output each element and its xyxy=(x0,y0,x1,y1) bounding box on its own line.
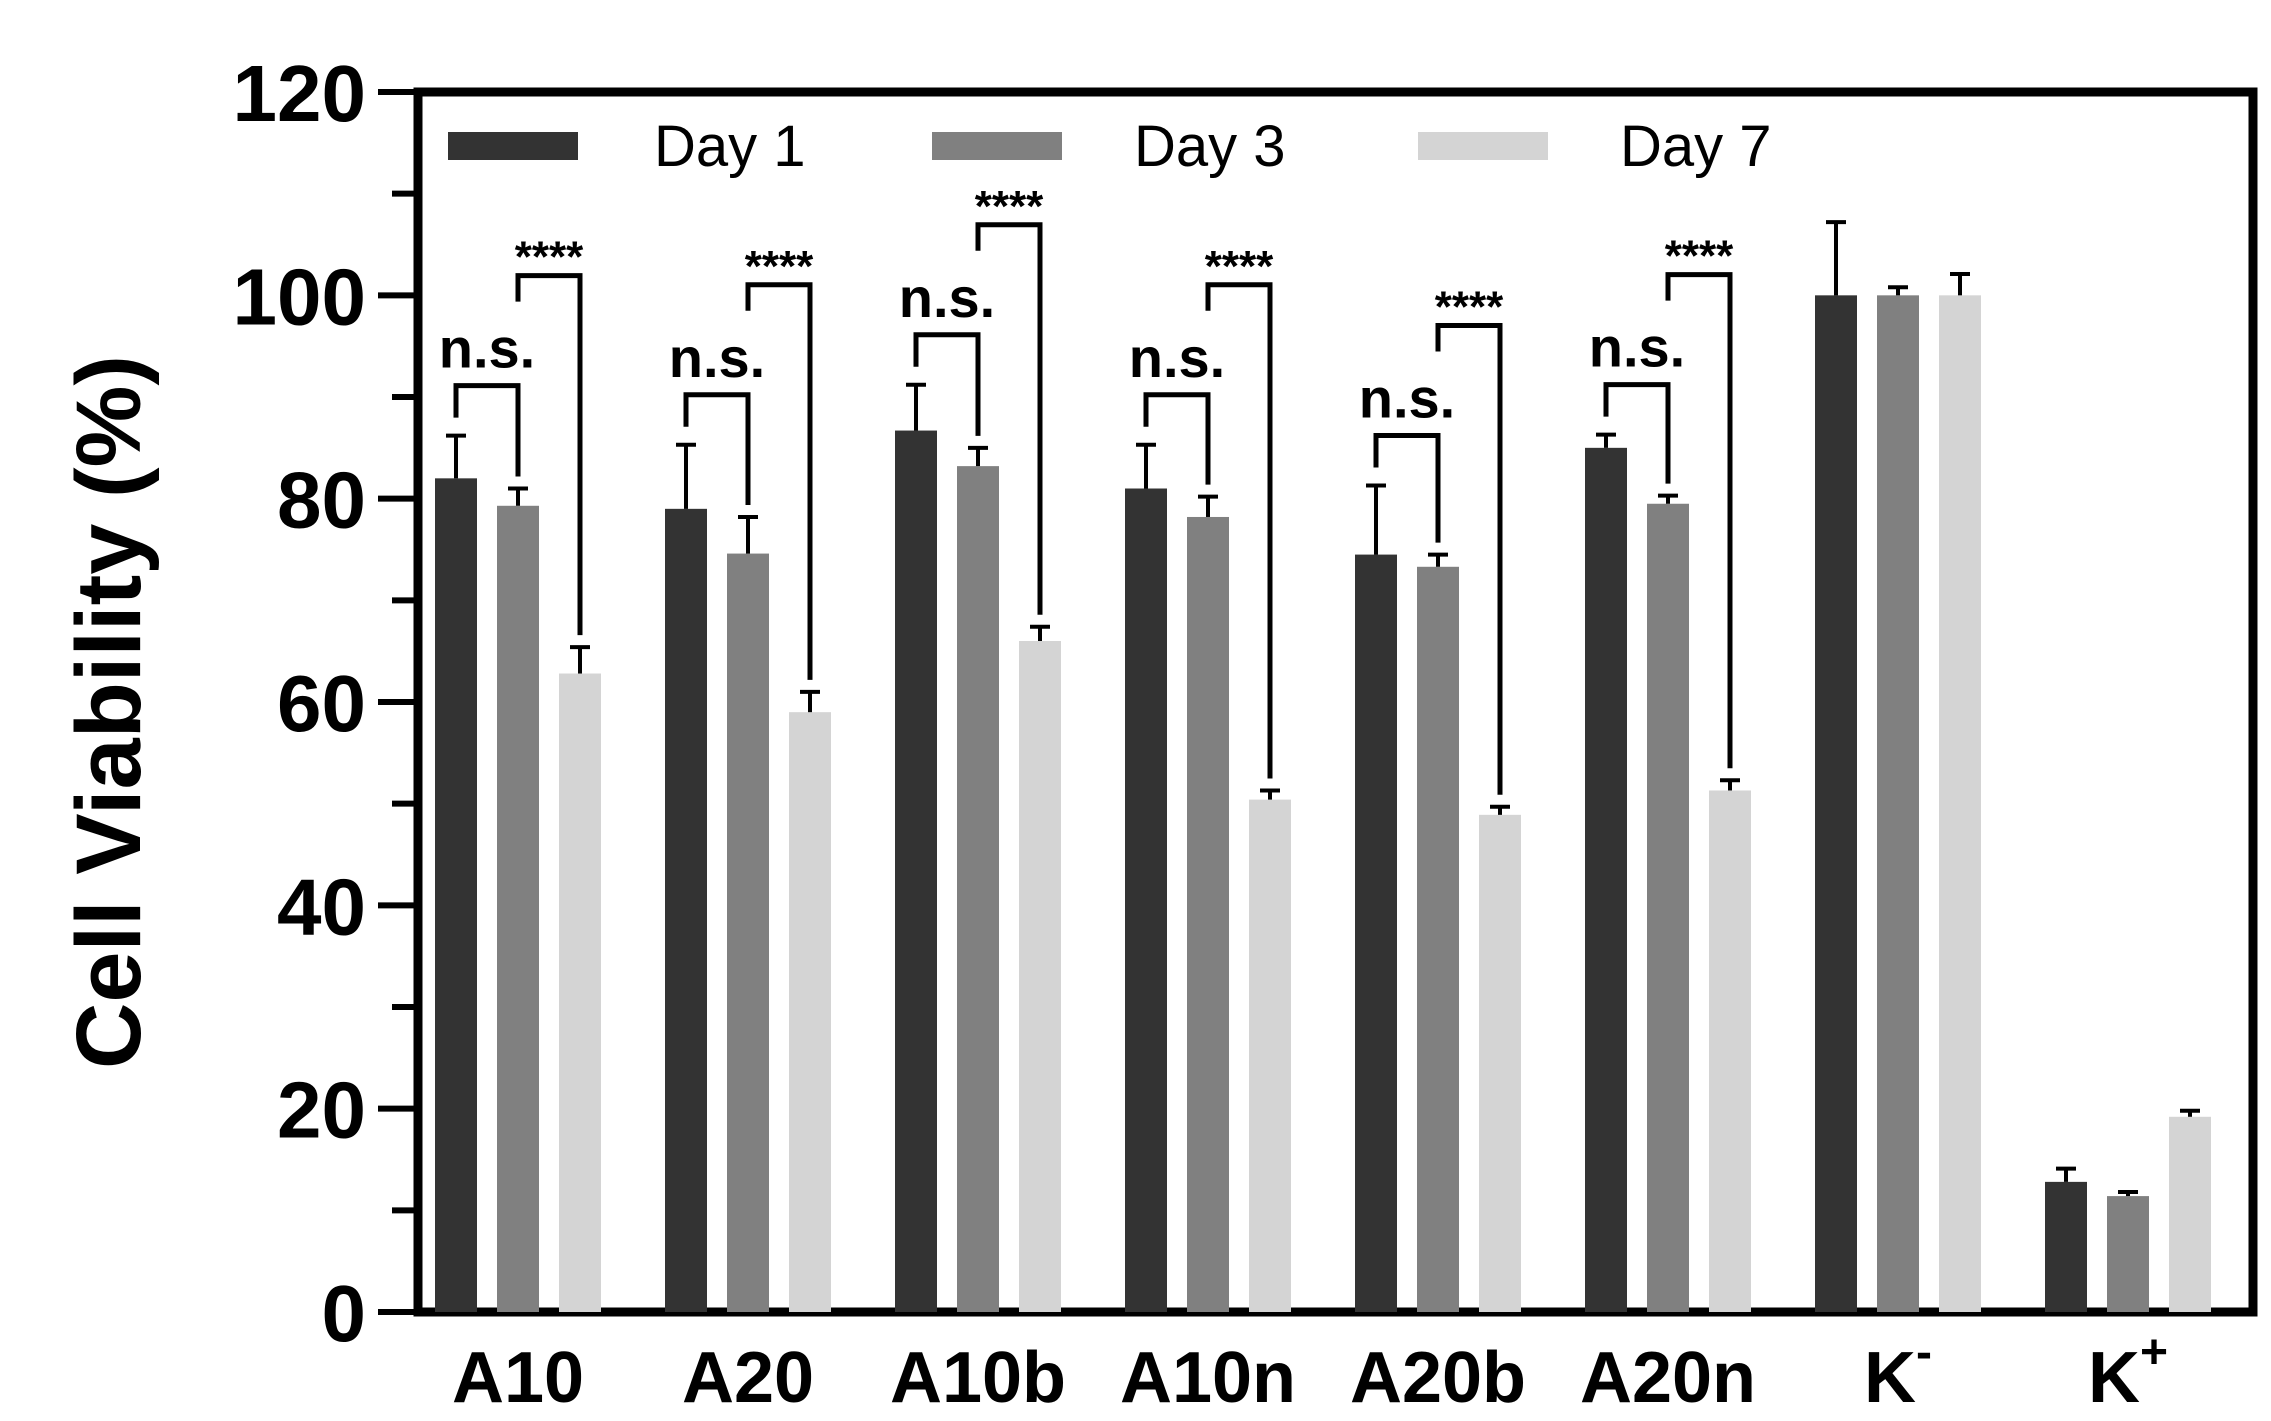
x-category-label: A10b xyxy=(890,1338,1066,1418)
ns-bracket xyxy=(1143,392,1211,485)
bar xyxy=(895,430,937,1312)
category-superscript: + xyxy=(2140,1326,2168,1379)
legend: Day 1 Day 3 Day 7 xyxy=(448,114,1772,179)
bar xyxy=(1019,641,1061,1312)
legend-swatch xyxy=(448,132,578,160)
y-tick-label: 20 xyxy=(277,1066,366,1155)
legend-swatch xyxy=(1418,132,1548,160)
significance-bracket xyxy=(1435,322,1503,795)
bar xyxy=(665,508,707,1312)
significance-bracket xyxy=(1665,272,1733,769)
ns-bracket xyxy=(453,383,521,477)
bar xyxy=(1249,799,1291,1312)
significance-stars: **** xyxy=(1665,232,1734,281)
bar xyxy=(2045,1181,2087,1312)
x-category-label: A20n xyxy=(1580,1338,1756,1418)
y-tick-label: 0 xyxy=(322,1269,367,1358)
x-category-label: A20 xyxy=(682,1338,814,1418)
bar xyxy=(1585,447,1627,1312)
bar xyxy=(957,466,999,1313)
y-axis-label: Cell Viability (%) xyxy=(58,355,160,1069)
bar xyxy=(1647,503,1689,1312)
legend-label: Day 1 xyxy=(654,114,806,179)
legend-label: Day 3 xyxy=(1134,114,1286,179)
significance-stars: **** xyxy=(515,233,584,282)
significance-stars: **** xyxy=(1435,282,1504,331)
category-base-text: A10 xyxy=(452,1338,584,1418)
bar xyxy=(1417,566,1459,1312)
y-tick-label: 120 xyxy=(233,49,366,138)
bar xyxy=(435,478,477,1312)
x-category-label: A10n xyxy=(1120,1338,1296,1418)
significance-bracket xyxy=(1205,282,1273,779)
ns-label: n.s. xyxy=(1589,316,1685,379)
y-tick-label: 60 xyxy=(277,659,366,748)
significance-annotations: n.s. **** n.s. **** n.s. **** n.s. **** n.s. ****… xyxy=(439,182,1734,795)
ns-label: n.s. xyxy=(669,326,765,389)
category-superscript: - xyxy=(1916,1326,1932,1379)
category-base-text: A20 xyxy=(682,1338,814,1418)
ns-bracket xyxy=(913,332,981,436)
bar xyxy=(1939,295,1981,1312)
bar xyxy=(789,712,831,1312)
significance-bracket xyxy=(745,282,813,680)
ns-label: n.s. xyxy=(1359,366,1455,429)
significance-stars: **** xyxy=(745,242,814,291)
x-category-label: A20b xyxy=(1350,1338,1526,1418)
category-base-text: A20b xyxy=(1350,1338,1526,1418)
bar xyxy=(1877,295,1919,1312)
significance-stars: **** xyxy=(975,182,1044,231)
category-base-text: A20n xyxy=(1580,1338,1756,1418)
category-base-text: K xyxy=(2088,1338,2140,1418)
bar xyxy=(1187,516,1229,1312)
category-base-text: A10n xyxy=(1120,1338,1296,1418)
bar xyxy=(1125,488,1167,1312)
bars xyxy=(435,220,2211,1313)
bar xyxy=(2107,1196,2149,1312)
significance-bracket xyxy=(975,222,1043,615)
legend-label: Day 7 xyxy=(1620,114,1772,179)
category-base-text: A10b xyxy=(890,1338,1066,1418)
bar xyxy=(1355,554,1397,1312)
y-tick-label: 40 xyxy=(277,862,366,951)
bar xyxy=(1479,814,1521,1312)
significance-stars: **** xyxy=(1205,242,1274,291)
x-category-label: K- xyxy=(1864,1326,1932,1418)
ns-bracket xyxy=(683,392,751,505)
y-tick-label: 100 xyxy=(233,252,366,341)
x-category-label: K+ xyxy=(2088,1326,2168,1418)
bar xyxy=(559,673,601,1312)
category-base-text: K xyxy=(1864,1338,1916,1418)
y-tick-label: 80 xyxy=(277,456,366,545)
ns-label: n.s. xyxy=(439,317,535,380)
bar xyxy=(2169,1116,2211,1312)
bar xyxy=(727,553,769,1312)
ns-bracket xyxy=(1373,432,1441,543)
x-category-label: A10 xyxy=(452,1338,584,1418)
significance-bracket xyxy=(515,273,583,636)
axes: 0 20 40 60 80 100 120 Cell Viability (%) A10 A20 A… xyxy=(58,49,2258,1418)
ns-bracket xyxy=(1603,382,1671,484)
ns-label: n.s. xyxy=(899,266,995,329)
ns-label: n.s. xyxy=(1129,326,1225,389)
legend-swatch xyxy=(932,132,1062,160)
bar xyxy=(1709,790,1751,1312)
bar xyxy=(497,505,539,1312)
bar xyxy=(1815,295,1857,1312)
